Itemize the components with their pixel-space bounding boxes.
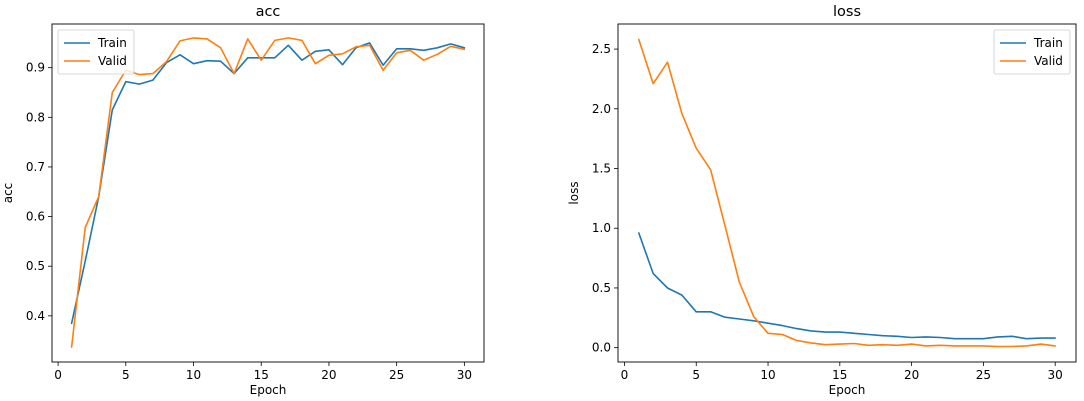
loss-y-tick-label: 2.0 xyxy=(592,102,611,116)
loss-title: loss xyxy=(833,4,861,20)
loss-x-ticks: 0 5 10 15 20 25 30 xyxy=(621,362,1063,382)
acc-plot-area xyxy=(51,23,485,363)
loss-series-valid-line xyxy=(637,38,1056,348)
loss-x-axis-label: Epoch xyxy=(829,383,866,397)
acc-x-tick-label: 0 xyxy=(54,368,62,382)
loss-series-train-line xyxy=(637,232,1056,340)
loss-plot: loss Epoch loss 0 5 10 15 20 25 30 0.0 0.5 1.0 1.… xyxy=(567,4,1077,397)
loss-x-tick-label: 25 xyxy=(976,368,991,382)
acc-y-tick-label: 0.5 xyxy=(26,259,45,273)
acc-series-valid-line xyxy=(70,37,466,348)
acc-y-ticks: 0.4 0.5 0.6 0.7 0.8 0.9 xyxy=(26,61,52,323)
loss-legend-box xyxy=(993,29,1071,75)
acc-y-tick-label: 0.7 xyxy=(26,160,45,174)
acc-legend-box xyxy=(57,29,135,75)
loss-y-ticks: 0.0 0.5 1.0 1.5 2.0 2.5 xyxy=(592,42,618,355)
loss-legend: Train Valid xyxy=(993,29,1071,75)
loss-y-tick-label: 0.5 xyxy=(592,281,611,295)
loss-x-tick-label: 5 xyxy=(692,368,700,382)
loss-x-tick-label: 20 xyxy=(904,368,919,382)
acc-legend-valid-label: Valid xyxy=(98,54,127,68)
acc-x-axis-label: Epoch xyxy=(250,383,287,397)
acc-y-tick-label: 0.9 xyxy=(26,61,45,75)
acc-plot: acc Epoch acc 0 5 10 15 20 25 30 0.40.50.60.70… xyxy=(1,4,485,397)
acc-title: acc xyxy=(256,4,281,20)
acc-x-tick-label: 20 xyxy=(321,368,336,382)
acc-x-tick-label: 25 xyxy=(389,368,404,382)
loss-y-tick-label: 2.5 xyxy=(592,42,611,56)
loss-y-axis-label: loss xyxy=(567,181,581,204)
loss-y-tick-label: 1.0 xyxy=(592,221,611,235)
loss-x-tick-label: 30 xyxy=(1048,368,1063,382)
acc-y-tick-label: 0.6 xyxy=(26,210,45,224)
acc-x-tick-label: 10 xyxy=(186,368,201,382)
acc-y-tick-label: 0.8 xyxy=(26,110,45,124)
acc-y-tick-label: 0.4 xyxy=(26,309,45,323)
loss-legend-valid-label: Valid xyxy=(1034,54,1063,68)
loss-x-tick-label: 15 xyxy=(832,368,847,382)
acc-x-tick-label: 15 xyxy=(254,368,269,382)
acc-series-lines xyxy=(70,37,466,348)
loss-y-tick-label: 1.5 xyxy=(592,162,611,176)
acc-legend-train-label: Train xyxy=(97,36,127,50)
acc-legend: Train Valid xyxy=(57,29,135,75)
acc-x-tick-label: 30 xyxy=(457,368,472,382)
loss-legend-train-label: Train xyxy=(1033,36,1063,50)
acc-x-tick-label: 5 xyxy=(122,368,130,382)
acc-y-axis-label: acc xyxy=(1,183,15,204)
loss-x-tick-label: 10 xyxy=(760,368,775,382)
acc-series-train-line xyxy=(70,42,466,325)
acc-x-ticks: 0 5 10 15 20 25 30 xyxy=(54,362,472,382)
loss-plot-area xyxy=(617,23,1077,363)
loss-series-lines xyxy=(637,38,1056,348)
loss-x-tick-label: 0 xyxy=(621,368,629,382)
loss-y-tick-label: 0.0 xyxy=(592,341,611,355)
